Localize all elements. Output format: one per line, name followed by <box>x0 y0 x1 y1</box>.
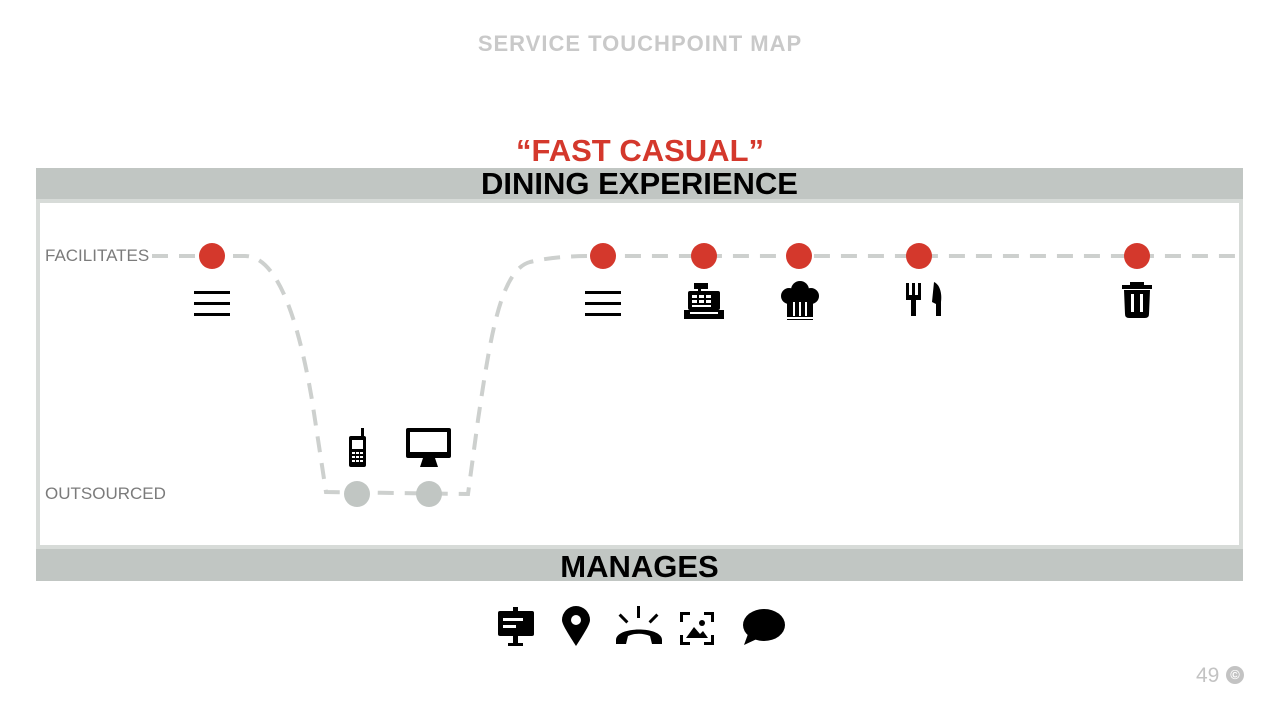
touchpoint-dot-facilitates <box>786 243 812 269</box>
subtitle: “FAST CASUAL” <box>516 133 764 168</box>
journey-path <box>152 254 1240 497</box>
computer-monitor-icon <box>406 428 451 467</box>
mobile-phone-icon <box>349 428 366 467</box>
touchpoint-dot-facilitates <box>1124 243 1150 269</box>
chef-hat-icon <box>781 281 819 320</box>
trash-can-icon <box>1122 282 1152 318</box>
speech-bubble-icon <box>743 609 785 645</box>
menu-icon <box>194 291 230 316</box>
page-number: 49 <box>1196 664 1220 687</box>
band-dining-experience: DINING EXPERIENCE <box>36 168 1243 199</box>
touchpoint-dot-outsourced <box>416 481 442 507</box>
touchpoint-dot-outsourced <box>344 481 370 507</box>
touchpoint-dot-facilitates <box>691 243 717 269</box>
photo-frame-icon <box>680 612 714 645</box>
touchpoint-dot-facilitates <box>590 243 616 269</box>
touchpoint-dot-facilitates <box>199 243 225 269</box>
cash-register-icon <box>684 283 724 319</box>
band-manages: MANAGES <box>36 549 1243 584</box>
page-title: SERVICE TOUCHPOINT MAP <box>477 31 803 56</box>
menu-icon <box>585 291 621 316</box>
row-label-outsourced: OUTSOURCED <box>45 484 166 503</box>
touchpoint-dot-facilitates <box>906 243 932 269</box>
fork-knife-icon <box>906 282 942 316</box>
copyright-icon: © <box>1226 666 1244 684</box>
row-label-facilitates: FACILITATES <box>45 246 150 265</box>
phone-ringing-icon <box>616 606 662 644</box>
map-pin-icon <box>562 606 590 646</box>
signboard-icon <box>498 607 534 646</box>
